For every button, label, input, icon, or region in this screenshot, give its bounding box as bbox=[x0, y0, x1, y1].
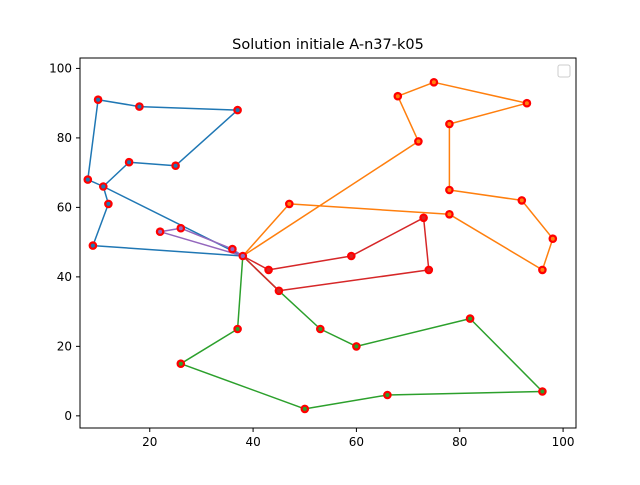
route-vertex-marker bbox=[385, 393, 390, 397]
y-tick-label: 60 bbox=[57, 200, 72, 214]
y-axis: 0 20 40 60 80 100 bbox=[49, 61, 80, 423]
route-vertex-marker bbox=[447, 212, 452, 217]
route-vertex-marker bbox=[519, 198, 524, 203]
route-vertex-marker bbox=[302, 406, 307, 411]
route-vertex-marker bbox=[431, 80, 436, 85]
legend-box bbox=[557, 64, 571, 78]
x-axis: 20 40 60 80 100 bbox=[142, 428, 575, 449]
y-tick-label: 40 bbox=[57, 270, 72, 284]
chart-title: Solution initiale A-n37-k05 bbox=[232, 37, 424, 53]
y-tick-label: 20 bbox=[57, 339, 72, 353]
customer-markers-layer bbox=[83, 78, 558, 414]
route-vertex-marker bbox=[127, 160, 132, 165]
route-vertex-marker bbox=[447, 122, 452, 126]
route-vertex-marker bbox=[468, 316, 473, 321]
route-vertex-marker bbox=[416, 139, 421, 144]
route-vertex-marker bbox=[90, 243, 95, 248]
route-vertex-marker bbox=[354, 344, 359, 349]
route-vertex-marker bbox=[240, 254, 245, 258]
route-vertex-marker bbox=[318, 327, 323, 331]
route-vertex-marker bbox=[540, 267, 545, 272]
route-vertex-marker bbox=[395, 94, 400, 99]
route-vertex-marker bbox=[158, 229, 163, 234]
x-tick-label: 20 bbox=[142, 435, 157, 449]
x-tick-label: 60 bbox=[349, 435, 364, 449]
route-vertex-marker bbox=[106, 201, 111, 206]
route-vertex-marker bbox=[178, 361, 183, 366]
route-vertex-marker bbox=[524, 101, 529, 106]
route-vertex-marker bbox=[349, 254, 354, 258]
x-tick-label: 80 bbox=[452, 435, 467, 449]
route-vertex-marker bbox=[421, 215, 426, 220]
y-tick-label: 0 bbox=[64, 409, 72, 423]
route-vertex-marker bbox=[235, 108, 240, 113]
route-vertex-marker bbox=[235, 327, 240, 331]
route-vertex-marker bbox=[230, 247, 235, 252]
route-vertex-marker bbox=[540, 389, 545, 394]
route-vertex-marker bbox=[447, 188, 452, 192]
route-vertex-marker bbox=[85, 177, 90, 182]
route-vertex-marker bbox=[550, 236, 555, 241]
x-tick-label: 100 bbox=[552, 435, 575, 449]
route-vertex-marker bbox=[101, 184, 106, 189]
route-vertex-marker bbox=[173, 163, 178, 168]
route-vertex-marker bbox=[266, 267, 271, 272]
route-vertex-marker bbox=[287, 201, 292, 206]
x-tick-label: 40 bbox=[245, 435, 260, 449]
y-tick-label: 100 bbox=[49, 61, 72, 75]
route-vertex-marker bbox=[276, 288, 281, 293]
route-vertex-marker bbox=[178, 226, 183, 231]
plot-frame bbox=[79, 57, 577, 429]
route-vertex-marker bbox=[96, 97, 101, 102]
route-vertex-marker bbox=[137, 104, 142, 109]
route-vertex-marker bbox=[426, 267, 431, 272]
y-tick-label: 80 bbox=[57, 131, 72, 145]
